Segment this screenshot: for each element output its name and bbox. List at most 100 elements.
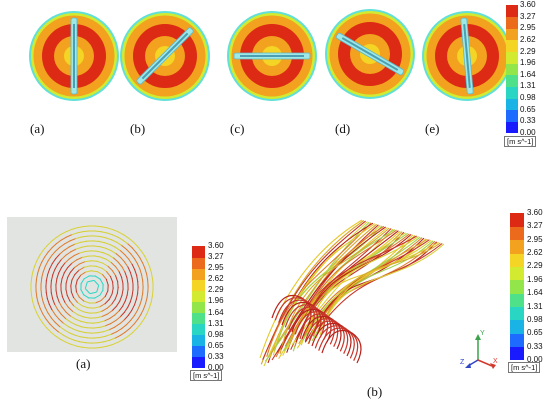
colorbar-tick-label: 2.95 [520,23,536,33]
velocity-vector [69,300,75,307]
velocity-vector [117,338,124,344]
velocity-vector [50,280,52,288]
velocity-vector [76,274,82,281]
velocity-vector [122,335,129,341]
velocity-vector [103,317,111,322]
colorbar-tick-label: 2.62 [527,248,543,258]
velocity-vector [85,332,93,334]
velocity-vector [47,247,53,253]
velocity-vector [75,285,77,293]
velocity-vector [108,293,113,300]
velocity-vector [31,271,34,279]
colorbar-tick-label: 2.95 [527,234,543,244]
velocity-vector [64,329,71,334]
velocity-vector [110,331,118,335]
velocity-vector [65,251,72,256]
velocity-vector [71,227,79,230]
velocity-vector [105,344,113,347]
colorbar-segment [506,51,518,64]
velocity-vector [107,265,113,272]
velocity-vector [89,291,97,295]
velocity-vector [41,256,46,263]
velocity-vector [67,326,75,331]
velocity-vector [106,310,113,315]
velocity-vector [83,316,90,319]
panel-label-top-e: (e) [425,121,440,136]
velocity-vector [134,269,138,276]
velocity-vector [114,246,121,252]
velocity-vector [136,245,142,252]
velocity-vector [111,270,117,277]
colorbar-segment [510,346,524,361]
colorbar-segment [192,312,205,325]
velocity-vector [125,319,132,326]
velocity-vector [109,314,116,320]
velocity-vector [122,239,129,245]
velocity-vector [80,326,88,329]
velocity-vector [146,260,151,268]
velocity-vector [121,276,124,284]
velocity-vector [63,322,70,328]
velocity-vector [135,251,141,259]
velocity-vector [64,240,71,245]
rotor-blade [460,17,474,95]
velocity-vector [58,318,65,324]
velocity-vector [119,311,126,318]
velocity-vector [83,275,90,280]
velocity-vector [141,292,144,300]
velocity-vector [31,295,34,302]
velocity-vector [47,268,51,276]
colorbar-tick-label: 0.65 [208,340,224,350]
velocity-vector [58,301,63,308]
velocity-vector [35,290,38,298]
velocity-vector [136,275,139,282]
velocity-vector [48,323,55,329]
velocity-vector [80,320,88,324]
rotor-contour-disk [120,11,210,101]
velocity-vector [55,253,61,260]
velocity-vector [30,289,33,297]
velocity-vector [65,277,69,284]
colorbar-tick-label: 2.29 [208,285,224,295]
panel-label-bottom-b: (b) [367,384,383,399]
velocity-vector [45,274,49,282]
colorbar-tick-label: 1.96 [208,296,224,306]
colorbar-segment [510,266,524,281]
velocity-vector [133,309,139,317]
colorbar-segment [510,253,524,267]
velocity-vector [79,330,87,334]
velocity-vector [100,345,107,348]
velocity-vector [55,239,62,245]
velocity-vector [151,289,154,297]
streamline [279,227,390,355]
velocity-vector [91,240,99,242]
streamline [270,223,377,354]
velocity-vector [51,243,58,249]
streamline [319,243,445,336]
velocity-vector [42,301,46,309]
velocity-vector [64,258,70,264]
velocity-vector [115,253,122,259]
velocity-vector [83,294,90,299]
velocity-vector [81,235,88,238]
velocity-vector [50,292,54,300]
velocity-vector [45,318,51,325]
velocity-vector [47,255,53,262]
velocity-vector [135,292,139,300]
velocity-vector [111,298,116,305]
velocity-vector [35,312,41,319]
velocity-vector [80,271,87,276]
velocity-vector [132,327,138,334]
streamline [314,325,355,359]
velocity-vector [150,295,153,303]
velocity-vector [75,279,78,287]
velocity-vector [124,327,131,333]
colorbar-tick-label: 1.31 [527,301,543,311]
colorbar-segment [192,356,205,369]
velocity-vector [101,307,108,312]
velocity-vector [144,267,148,275]
velocity-vector [111,341,119,346]
velocity-vector [42,245,48,251]
streamline [288,231,403,344]
velocity-vector [116,327,123,333]
